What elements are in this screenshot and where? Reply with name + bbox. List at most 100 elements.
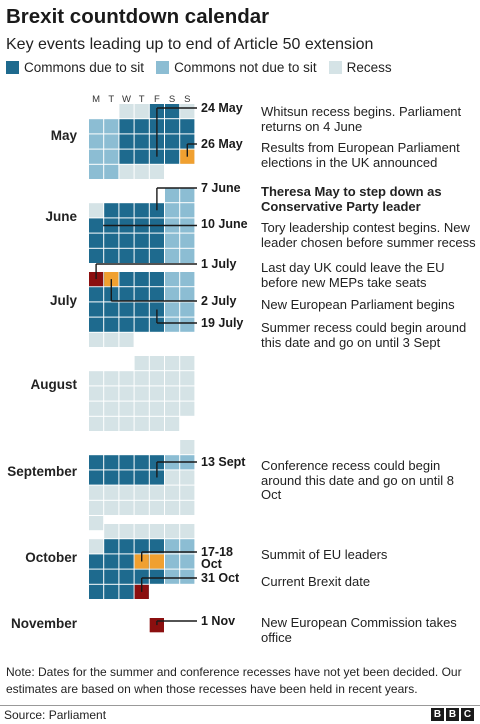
event-date-label: 31 Oct (201, 571, 240, 585)
calendar-day-cell (165, 539, 180, 554)
calendar-day-cell (134, 455, 149, 470)
legend-label-not-sit: Commons not due to sit (174, 60, 317, 75)
calendar-day-cell (134, 317, 149, 332)
calendar-day-cell (134, 248, 149, 263)
event-description: New European Commission takes office (261, 615, 457, 645)
legend: Commons due to sit Commons not due to si… (6, 60, 404, 75)
calendar-day-cell (89, 332, 104, 347)
highlight-day-cell (149, 554, 164, 569)
calendar-day-cell (180, 470, 195, 485)
calendar-day-cell (104, 470, 119, 485)
calendar-day-cell (119, 539, 134, 554)
event-description: Conference recess could begin around thi… (261, 458, 454, 502)
event-description: Current Brexit date (261, 574, 371, 589)
calendar-day-cell (149, 356, 164, 371)
event-date-label: 13 Sept (201, 455, 246, 469)
calendar-day-cell (104, 317, 119, 332)
calendar-day-cell (119, 317, 134, 332)
calendar-day-cell (134, 272, 149, 287)
calendar-day-cell (134, 233, 149, 248)
calendar-day-cell (149, 401, 164, 416)
calendar-day-cell (119, 248, 134, 263)
calendar-day-cell (134, 485, 149, 500)
calendar-day-cell (119, 386, 134, 401)
month-label: September (7, 464, 78, 479)
calendar-day-cell (149, 248, 164, 263)
calendar-day-cell (180, 569, 195, 584)
weekday-header: W (122, 94, 131, 105)
calendar-day-cell (134, 524, 149, 539)
calendar-day-cell (165, 416, 180, 431)
event-description: Last day UK could leave the EU before ne… (261, 260, 445, 290)
calendar-day-cell (165, 485, 180, 500)
calendar-day-cell (165, 500, 180, 515)
calendar-day-cell (134, 569, 149, 584)
calendar-day-cell (104, 164, 119, 179)
calendar-day-cell (165, 134, 180, 149)
calendar-day-cell (104, 248, 119, 263)
calendar-day-cell (89, 485, 104, 500)
calendar-day-cell (119, 485, 134, 500)
calendar-day-cell (89, 287, 104, 302)
legend-label-recess: Recess (346, 60, 392, 75)
calendar-day-cell (134, 470, 149, 485)
footnote: Note: Dates for the summer and conferenc… (6, 665, 462, 696)
calendar-day-cell (149, 287, 164, 302)
calendar-day-cell (89, 164, 104, 179)
calendar-day-cell (149, 149, 164, 164)
calendar-day-cell (119, 134, 134, 149)
calendar-day-cell (149, 569, 164, 584)
event-date-label: 26 May (201, 137, 243, 151)
calendar-day-cell (134, 302, 149, 317)
legend-label-sit: Commons due to sit (24, 60, 145, 75)
event-description: New European Parliament begins (261, 297, 455, 312)
calendar-day-cell (119, 455, 134, 470)
calendar-day-cell (180, 485, 195, 500)
calendar-day-cell (89, 218, 104, 233)
bbc-logo: B B C (429, 708, 474, 721)
calendar-day-cell (104, 302, 119, 317)
calendar-day-cell (180, 104, 195, 119)
source-text: Source: Parliament (4, 708, 107, 722)
legend-swatch-recess (328, 61, 342, 74)
calendar-day-cell (149, 416, 164, 431)
calendar-day-cell (149, 386, 164, 401)
calendar-day-cell (89, 317, 104, 332)
calendar-day-cell (89, 233, 104, 248)
calendar-day-cell (104, 401, 119, 416)
calendar-day-cell (134, 119, 149, 134)
calendar-day-cell (180, 134, 195, 149)
calendar-day-cell (89, 455, 104, 470)
calendar-day-cell (134, 164, 149, 179)
calendar-day-cell (104, 455, 119, 470)
logo-letter: C (461, 708, 474, 721)
calendar-day-cell (165, 149, 180, 164)
calendar-day-cell (89, 248, 104, 263)
calendar-day-cell (89, 569, 104, 584)
calendar-day-cell (180, 248, 195, 263)
event-description: Summit of EU leaders (261, 547, 388, 562)
calendar-day-cell (149, 317, 164, 332)
calendar-day-cell (165, 317, 180, 332)
weekday-header: T (108, 94, 114, 105)
calendar-day-cell (165, 203, 180, 218)
calendar-day-cell (104, 149, 119, 164)
calendar-day-cell (89, 149, 104, 164)
calendar-day-cell (89, 516, 104, 531)
calendar-day-cell (119, 500, 134, 515)
calendar-day-cell (119, 554, 134, 569)
calendar-day-cell (119, 119, 134, 134)
calendar-day-cell (119, 569, 134, 584)
event-description: Results from European Parliament electio… (261, 140, 460, 170)
calendar-day-cell (89, 119, 104, 134)
calendar-day-cell (180, 272, 195, 287)
calendar-day-cell (165, 386, 180, 401)
highlight-day-cell (180, 149, 195, 164)
calendar-day-cell (165, 272, 180, 287)
calendar-day-cell (180, 302, 195, 317)
calendar-day-cell (134, 539, 149, 554)
calendar-day-cell (165, 371, 180, 386)
calendar-day-cell (134, 500, 149, 515)
calendar-day-cell (104, 203, 119, 218)
legend-swatch-not-sit (156, 61, 170, 74)
